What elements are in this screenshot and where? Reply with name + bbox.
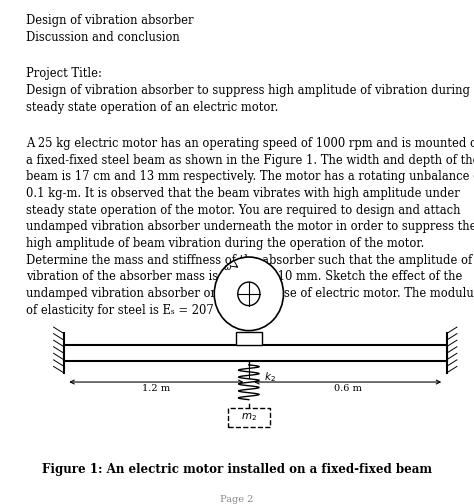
Text: undamped vibration absorber on the response of electric motor. The modulus: undamped vibration absorber on the respo…	[26, 287, 474, 300]
Circle shape	[238, 282, 260, 305]
Text: Design of vibration absorber to suppress high amplitude of vibration during: Design of vibration absorber to suppress…	[26, 84, 470, 97]
FancyBboxPatch shape	[228, 408, 270, 427]
Text: beam is 17 cm and 13 mm respectively. The motor has a rotating unbalance of: beam is 17 cm and 13 mm respectively. Th…	[26, 170, 474, 183]
Text: a fixed-fixed steel beam as shown in the Figure 1. The width and depth of the: a fixed-fixed steel beam as shown in the…	[26, 154, 474, 167]
Text: 0.6 m: 0.6 m	[334, 384, 362, 393]
Text: Discussion and conclusion: Discussion and conclusion	[26, 31, 180, 44]
Text: 1.2 m: 1.2 m	[142, 384, 171, 393]
Text: of elasticity for steel is Eₛ = 207 GPa.: of elasticity for steel is Eₛ = 207 GPa.	[26, 303, 245, 317]
Text: steady state operation of an electric motor.: steady state operation of an electric mo…	[26, 101, 278, 113]
Text: Project Title:: Project Title:	[26, 68, 102, 80]
Polygon shape	[64, 345, 447, 361]
Text: Determine the mass and stiffness of the absorber such that the amplitude of: Determine the mass and stiffness of the …	[26, 254, 472, 267]
Text: undamped vibration absorber underneath the motor in order to suppress the: undamped vibration absorber underneath t…	[26, 220, 474, 233]
Text: $m_2$: $m_2$	[241, 411, 257, 423]
Text: 0.1 kg-m. It is observed that the beam vibrates with high amplitude under: 0.1 kg-m. It is observed that the beam v…	[26, 187, 460, 200]
Polygon shape	[236, 332, 262, 345]
Text: $\omega$: $\omega$	[223, 263, 232, 272]
Text: Page 2: Page 2	[220, 495, 254, 504]
Text: $k_2$: $k_2$	[264, 370, 276, 384]
Text: vibration of the absorber mass is less than 10 mm. Sketch the effect of the: vibration of the absorber mass is less t…	[26, 270, 463, 283]
Text: Figure 1: An electric motor installed on a fixed-fixed beam: Figure 1: An electric motor installed on…	[42, 463, 432, 476]
Text: steady state operation of the motor. You are required to design and attach: steady state operation of the motor. You…	[26, 204, 461, 217]
Text: Design of vibration absorber: Design of vibration absorber	[26, 14, 193, 27]
Circle shape	[214, 257, 283, 331]
Text: A 25 kg electric motor has an operating speed of 1000 rpm and is mounted on: A 25 kg electric motor has an operating …	[26, 137, 474, 150]
Text: high amplitude of beam vibration during the operation of the motor.: high amplitude of beam vibration during …	[26, 237, 424, 250]
